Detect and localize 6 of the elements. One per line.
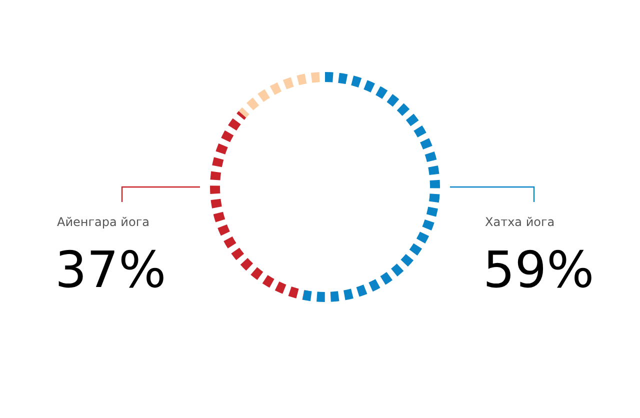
slice-label: Айенгара йога — [57, 215, 150, 229]
donut-slice — [210, 111, 304, 300]
data-label: 37% — [55, 241, 166, 299]
donut-slice — [302, 72, 440, 302]
slice-label: Хатха йога — [485, 215, 555, 229]
data-label: 59% — [483, 241, 594, 299]
